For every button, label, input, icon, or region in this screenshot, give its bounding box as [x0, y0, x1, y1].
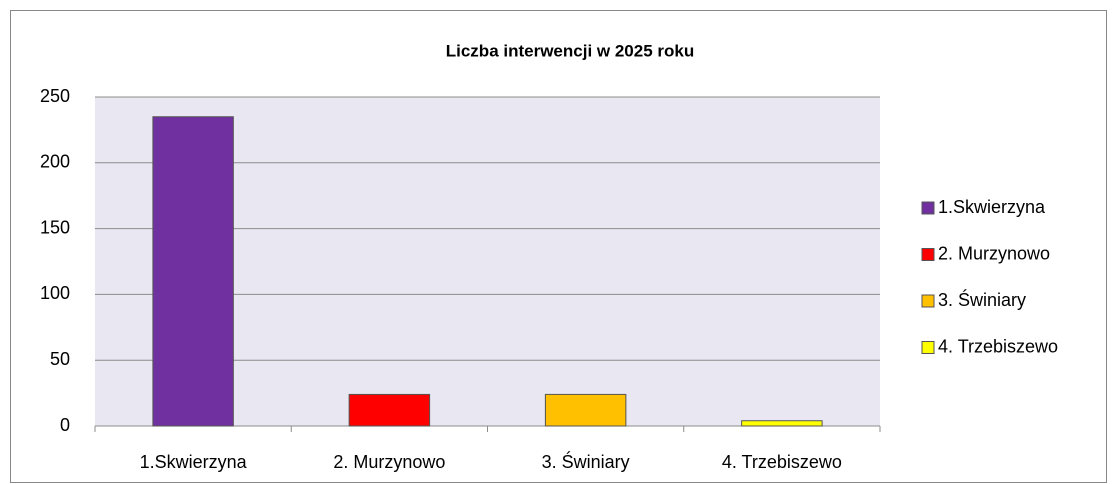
y-tick-label: 50	[50, 349, 70, 369]
y-tick-label: 200	[40, 152, 70, 172]
x-tick-label: 2. Murzynowo	[333, 452, 445, 472]
bar	[348, 393, 431, 427]
y-tick-label: 250	[40, 86, 70, 106]
legend-swatch	[921, 341, 935, 354]
legend-label: 3. Świniary	[938, 289, 1026, 310]
bar	[544, 393, 627, 427]
legend-label: 2. Murzynowo	[938, 243, 1050, 263]
y-tick-label: 0	[60, 415, 70, 435]
bar	[741, 420, 823, 427]
x-tick-label: 1.Skwierzyna	[140, 452, 248, 472]
legend-swatch	[921, 248, 935, 261]
x-tick-label: 4. Trzebiszewo	[722, 452, 842, 472]
legend-swatch	[921, 201, 935, 215]
legend-label: 1.Skwierzyna	[938, 197, 1046, 217]
legend-swatch	[921, 294, 935, 308]
bar	[152, 116, 234, 427]
legend-label: 4. Trzebiszewo	[938, 336, 1058, 356]
y-tick-label: 150	[40, 217, 70, 237]
x-tick-label: 3. Świniary	[542, 451, 630, 472]
chart-title: Liczba interwencji w 2025 roku	[446, 41, 694, 60]
y-tick-label: 100	[40, 283, 70, 303]
